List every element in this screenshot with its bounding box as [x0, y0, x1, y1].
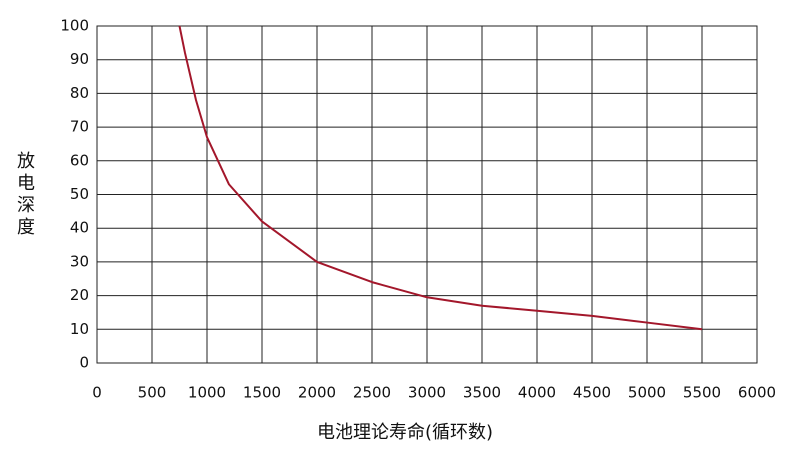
x-tick-label: 6000 [738, 384, 776, 402]
plot-border [96, 25, 758, 364]
x-tick-label: 3500 [463, 384, 501, 402]
x-tick-label: 4500 [573, 384, 611, 402]
x-tick-label: 3000 [408, 384, 446, 402]
y-tick-label: 20 [70, 286, 89, 304]
y-tick-label: 90 [70, 50, 89, 68]
x-tick-label: 500 [138, 384, 167, 402]
x-tick-label: 5000 [628, 384, 666, 402]
x-tick-label: 1000 [188, 384, 226, 402]
y-tick-label: 0 [79, 354, 89, 372]
x-tick-label: 0 [92, 384, 102, 402]
x-tick-label: 2000 [298, 384, 336, 402]
y-tick-label: 80 [70, 84, 89, 102]
y-tick-label: 50 [70, 185, 89, 203]
x-tick-label: 4000 [518, 384, 556, 402]
y-axis-label: 放电深度 [14, 151, 35, 239]
y-tick-label: 60 [70, 151, 89, 169]
y-tick-label: 100 [60, 17, 89, 35]
x-tick-label: 1500 [243, 384, 281, 402]
data-line [178, 25, 703, 331]
x-axis-label: 电池理论寿命(循环数) [317, 422, 493, 443]
y-tick-label: 10 [70, 320, 89, 338]
y-tick-label: 70 [70, 118, 89, 136]
x-tick-label: 2500 [353, 384, 391, 402]
y-tick-label: 30 [70, 252, 89, 270]
y-tick-label: 40 [70, 219, 89, 237]
x-tick-label: 5500 [683, 384, 721, 402]
